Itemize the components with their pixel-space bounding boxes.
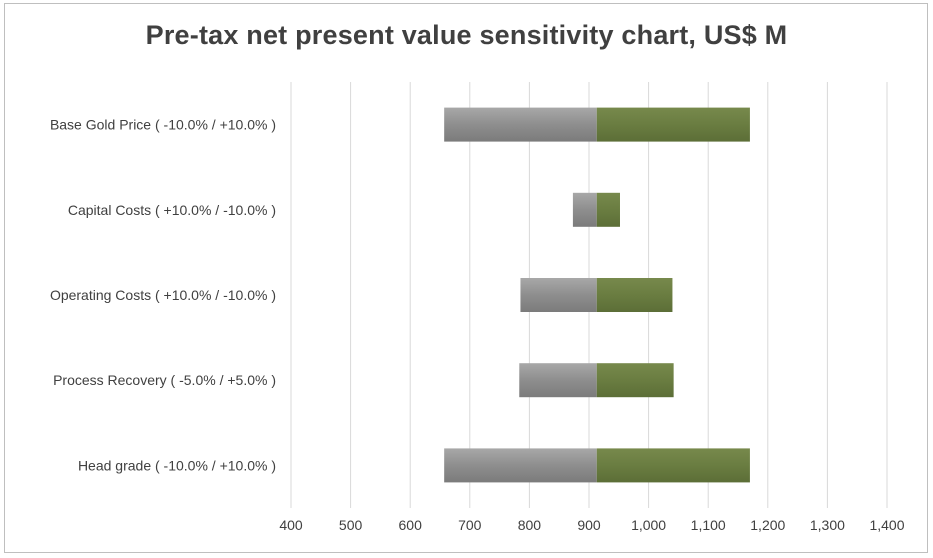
x-tick-label: 800 [518, 517, 542, 533]
high-case-bar [596, 278, 673, 312]
x-tick-label: 1,400 [869, 517, 904, 533]
category-label: Capital Costs ( +10.0% / -10.0% ) [68, 202, 276, 218]
high-case-bar [596, 363, 674, 398]
x-tick-label: 900 [577, 517, 601, 533]
x-tick-label: 1,200 [750, 517, 785, 533]
x-tick-label: 600 [399, 517, 423, 533]
category-label: Operating Costs ( +10.0% / -10.0% ) [50, 287, 276, 303]
low-case-bar [519, 363, 597, 398]
low-case-bar [572, 192, 597, 227]
low-case-bar [444, 107, 597, 142]
category-label: Head grade ( -10.0% / +10.0% ) [78, 457, 276, 473]
category-labels: Base Gold Price ( -10.0% / +10.0% ) Capit… [50, 117, 276, 474]
category-label: Base Gold Price ( -10.0% / +10.0% ) [50, 117, 276, 133]
x-tick-label: 700 [458, 517, 482, 533]
x-tick-label: 1,300 [810, 517, 845, 533]
x-tick-label: 1,100 [691, 517, 726, 533]
high-case-bar [596, 192, 620, 227]
chart-title: Pre-tax net present value sensitivity ch… [145, 20, 788, 50]
x-tick-label: 1,000 [631, 517, 666, 533]
low-case-bar [520, 278, 597, 312]
high-case-bar [596, 107, 750, 142]
category-label: Process Recovery ( -5.0% / +5.0% ) [53, 372, 276, 388]
x-axis-tick-labels: 400 500 600 700 800 900 1,000 1,100 1,200 1,300 1,… [279, 517, 904, 533]
x-tick-label: 400 [279, 517, 303, 533]
x-tick-label: 500 [339, 517, 363, 533]
bars [444, 107, 750, 483]
low-case-bar [444, 448, 597, 483]
high-case-bar [596, 448, 750, 483]
